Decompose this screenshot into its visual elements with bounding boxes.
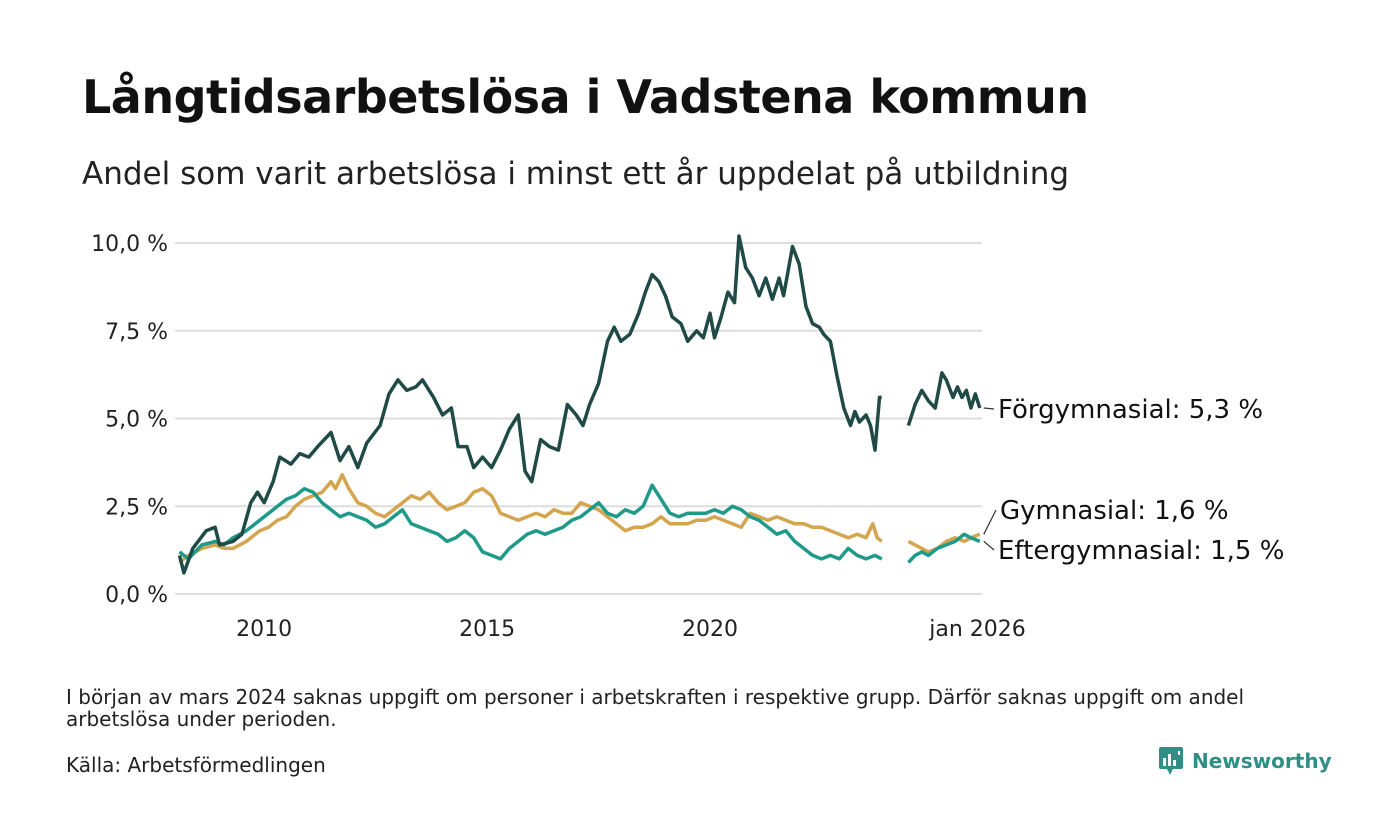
newsworthy-icon (1159, 747, 1183, 775)
y-tick-label: 2,5 % (105, 495, 168, 520)
label-connector (983, 407, 995, 410)
label-connector (983, 540, 995, 551)
end-label-gymnasial: Gymnasial: 1,6 % (1000, 496, 1229, 526)
brand-logo: Newsworthy (1158, 746, 1332, 776)
series-line-eftergymnasial (178, 483, 883, 561)
end-labels: Förgymnasial: 5,3 % Gymnasial: 1,6 % Efter… (983, 395, 1284, 566)
y-tick-label: 5,0 % (105, 408, 168, 433)
series-line-eftergymnasial (907, 532, 981, 564)
y-tick-label: 10,0 % (91, 232, 168, 257)
y-axis: 0,0 % 2,5 % 5,0 % 7,5 % 10,0 % (91, 232, 168, 608)
x-tick-label: 2020 (682, 617, 738, 642)
end-label-förgymnasial: Förgymnasial: 5,3 % (998, 395, 1263, 425)
footnote: I början av mars 2024 saknas uppgift om … (66, 685, 1245, 731)
y-tick-label: 0,0 % (105, 583, 168, 608)
x-tick-label: jan 2026 (928, 617, 1026, 642)
x-tick-label: 2015 (459, 617, 515, 642)
y-tick-label: 7,5 % (105, 320, 168, 345)
series-lines (177, 234, 982, 575)
line-chart: 0,0 % 2,5 % 5,0 % 7,5 % 10,0 % 2010 2015 2020 j… (91, 232, 1284, 642)
x-axis: 2010 2015 2020 jan 2026 (236, 617, 1026, 642)
series-line-gymnasial (178, 472, 883, 564)
source-text: Källa: Arbetsförmedlingen (66, 753, 326, 777)
label-connector (983, 509, 997, 535)
series-line-förgymnasial (177, 234, 882, 575)
chart-subtitle: Andel som varit arbetslösa i minst ett å… (82, 156, 1070, 192)
brand-name: Newsworthy (1192, 749, 1332, 773)
end-label-eftergymnasial: Eftergymnasial: 1,5 % (998, 536, 1284, 566)
x-tick-label: 2010 (236, 617, 292, 642)
chart-title: Långtidsarbetslösa i Vadstena kommun (82, 70, 1089, 124)
series-line-förgymnasial (906, 371, 982, 427)
